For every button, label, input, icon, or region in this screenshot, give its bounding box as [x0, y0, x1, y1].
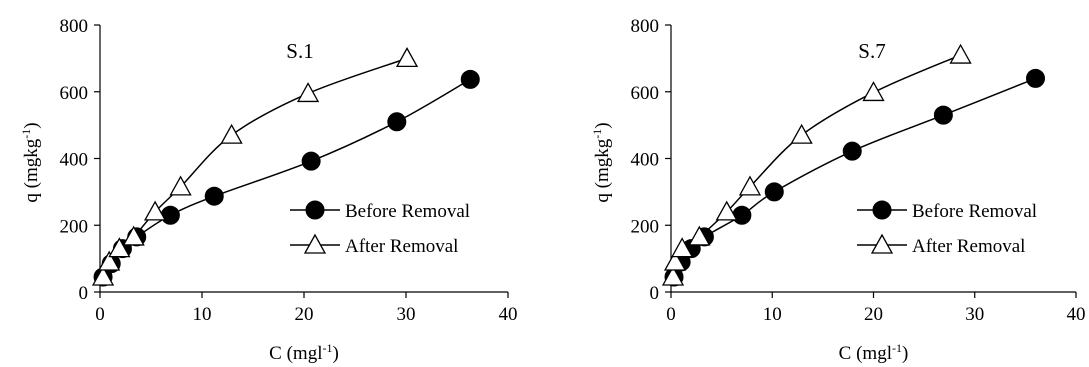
y-tick-label: 400: [60, 150, 89, 171]
x-axis-label: C (mgl-1): [269, 341, 339, 364]
data-point-circle: [160, 205, 180, 225]
y-tick-label: 600: [631, 83, 660, 104]
data-point-circle: [764, 182, 784, 202]
x-tick-label: 10: [193, 304, 212, 325]
data-point-triangle: [663, 250, 687, 271]
data-point-triangle: [862, 81, 885, 102]
data-point-triangle: [296, 82, 320, 103]
chart-panel-1: 0 200 400 600 800 0 10 20 30 40 C (mgl-1) q (mgkg-1…: [19, 16, 518, 364]
data-point-circle: [387, 112, 407, 132]
chart-title: S.1: [286, 39, 313, 63]
data-point-triangle: [122, 225, 145, 246]
x-tick-label: 40: [1067, 304, 1086, 325]
data-point-triangle: [220, 123, 243, 144]
x-tick-label: 0: [95, 304, 105, 325]
x-tick-label: 0: [666, 304, 676, 325]
y-tick-label: 800: [631, 16, 660, 37]
legend-label: Before Removal: [345, 201, 470, 222]
data-point-triangle: [169, 175, 192, 196]
data-point-triangle: [98, 250, 121, 271]
x-tick-label: 30: [397, 304, 416, 325]
y-tick-label: 0: [79, 283, 89, 304]
legend-label: After Removal: [912, 236, 1025, 257]
data-point-circle: [1026, 68, 1045, 88]
data-point-triangle: [715, 200, 738, 221]
x-tick-label: 20: [295, 304, 314, 325]
data-point-triangle: [671, 237, 694, 258]
y-tick-label: 800: [60, 16, 89, 37]
legend-item: After Removal: [290, 233, 458, 257]
data-point-triangle: [661, 265, 685, 286]
legend-label: After Removal: [345, 236, 458, 257]
series-markers: [91, 47, 419, 286]
series-markers: [661, 43, 972, 286]
legend-marker: [303, 233, 327, 254]
data-point-triangle: [395, 47, 419, 68]
y-tick-label: 0: [650, 283, 660, 304]
y-tick-label: 400: [631, 150, 660, 171]
x-axis-label: C (mgl-1): [839, 341, 909, 364]
legend: Before Removal After Removal: [290, 200, 470, 257]
legend-item: Before Removal: [290, 200, 470, 222]
data-point-triangle: [143, 200, 167, 221]
legend-marker: [305, 200, 325, 220]
legend-label: Before Removal: [912, 201, 1037, 222]
data-point-triangle: [688, 225, 711, 246]
data-point-circle: [933, 105, 953, 125]
data-point-circle: [842, 141, 862, 161]
legend-marker: [872, 200, 892, 220]
y-axis-label: q (mgkg-1): [590, 122, 613, 202]
y-axis-label: q (mgkg-1): [19, 122, 42, 202]
legend: Before Removal After Removal: [857, 200, 1037, 257]
data-point-circle: [732, 205, 752, 225]
data-point-triangle: [790, 123, 813, 144]
data-point-circle: [301, 151, 321, 171]
x-tick-label: 20: [864, 304, 883, 325]
chart-title: S.7: [858, 39, 885, 63]
data-point-triangle: [738, 175, 762, 196]
legend-item: Before Removal: [857, 200, 1037, 222]
y-tick-label: 200: [60, 216, 89, 237]
legend-item: After Removal: [857, 233, 1025, 257]
data-point-circle: [204, 186, 224, 206]
data-point-triangle: [91, 265, 115, 286]
chart-panel-2: 0 200 400 600 800 0 10 20 30 40 C (mgl-1) q (mgkg-1…: [590, 16, 1086, 364]
legend-marker: [870, 233, 894, 254]
x-tick-label: 40: [499, 304, 518, 325]
data-point-circle: [460, 69, 480, 89]
data-point-triangle: [108, 237, 131, 258]
y-tick-label: 200: [631, 216, 660, 237]
x-tick-label: 30: [965, 304, 984, 325]
x-tick-label: 10: [763, 304, 782, 325]
y-tick-label: 600: [60, 83, 89, 104]
data-point-triangle: [949, 43, 972, 64]
